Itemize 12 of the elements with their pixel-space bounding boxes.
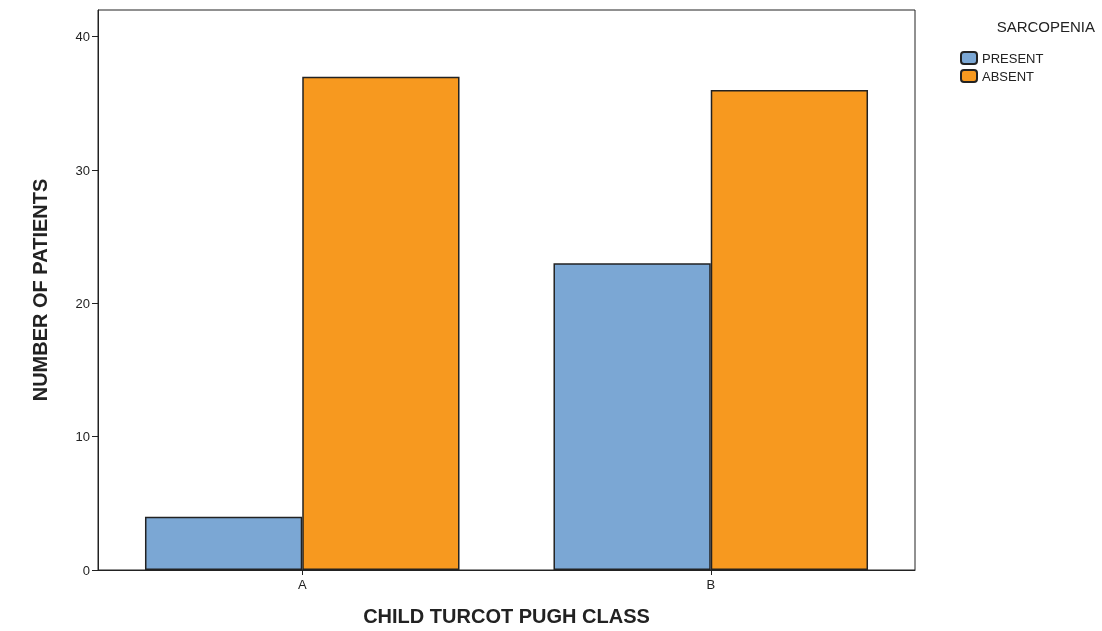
x-axis-title: CHILD TURCOT PUGH CLASS (363, 605, 650, 627)
y-tick-label: 10 (75, 429, 90, 445)
y-tick-label: 0 (82, 562, 90, 578)
y-axis-title: NUMBER OF PATIENTS (29, 178, 51, 402)
x-tick-label: A (297, 577, 307, 592)
legend-label: PRESENT (982, 50, 1044, 66)
y-tick-label: 40 (75, 29, 90, 45)
legend-label: ABSENT (982, 68, 1035, 84)
legend-title: SARCOPENIA (996, 18, 1095, 35)
x-tick-label: B (706, 577, 716, 592)
y-tick-label: 30 (75, 162, 90, 178)
y-tick-label: 20 (75, 295, 90, 311)
